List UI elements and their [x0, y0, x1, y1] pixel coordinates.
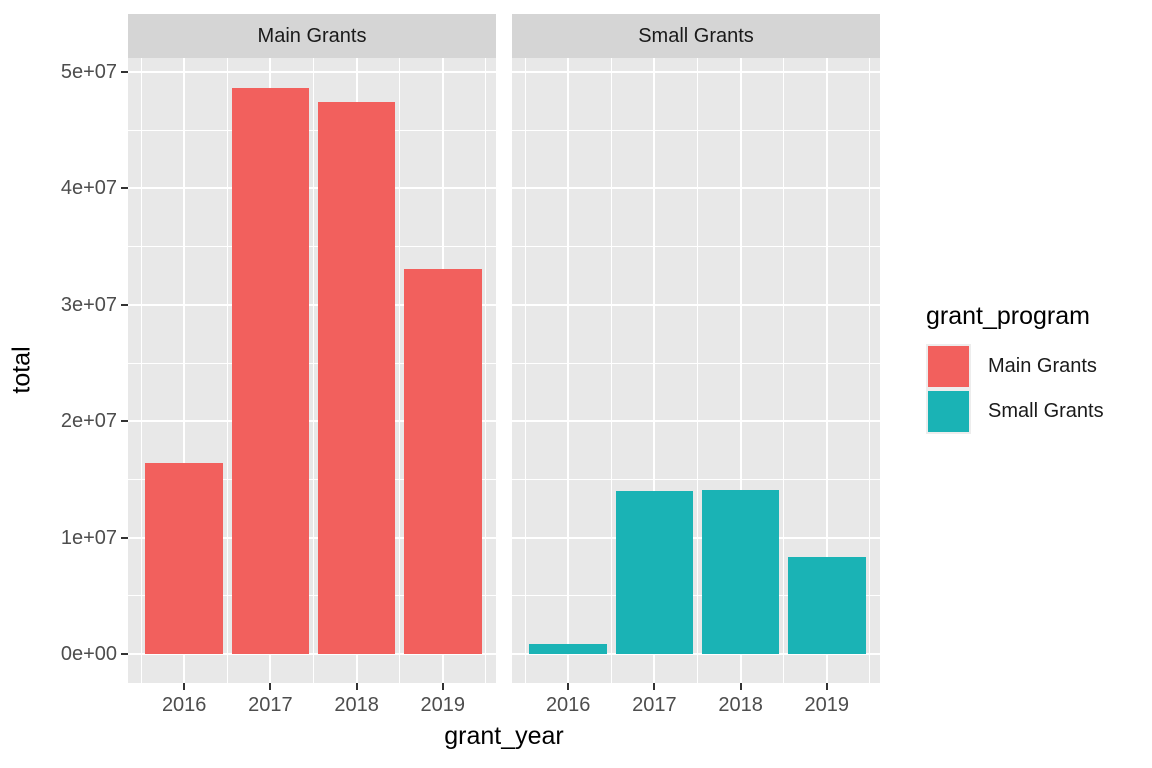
- grid-minor-h: [128, 478, 496, 480]
- facet-panel: [128, 58, 496, 683]
- grid-major-h: [128, 303, 496, 306]
- x-tick-label: 2019: [804, 694, 850, 716]
- grid-major-h: [512, 187, 880, 190]
- x-tick: [825, 683, 828, 690]
- grid-minor-v: [226, 58, 228, 683]
- facet-strip: Main Grants: [128, 14, 496, 58]
- facet-panel: [512, 58, 880, 683]
- grid-minor-v: [696, 58, 698, 683]
- x-tick: [567, 683, 570, 690]
- x-tick: [441, 683, 444, 690]
- legend-swatch: [928, 346, 969, 387]
- grid-minor-h: [512, 362, 880, 364]
- bar: [788, 557, 866, 654]
- grid-minor-h: [128, 129, 496, 131]
- grid-major-h: [512, 653, 880, 655]
- legend-item: Small Grants: [926, 389, 1104, 434]
- bar: [615, 491, 694, 654]
- grid-minor-v: [783, 58, 785, 683]
- x-tick-label: 2017: [632, 694, 677, 716]
- x-tick-label: 2016: [161, 694, 207, 716]
- facet-strip-label: Small Grants: [638, 24, 754, 47]
- y-tick-label: 2e+07: [60, 410, 117, 433]
- x-tick-label: 2016: [545, 694, 591, 716]
- legend-key: [926, 389, 971, 434]
- legend-key: [926, 344, 971, 389]
- grid-minor-v: [312, 58, 314, 683]
- grid-major-h: [512, 420, 880, 423]
- bar: [145, 463, 223, 654]
- grid-minor-v: [485, 58, 487, 683]
- legend-swatch: [928, 391, 969, 432]
- grid-major-v: [739, 58, 742, 683]
- x-tick: [739, 683, 742, 690]
- y-tick-label: 4e+07: [60, 177, 117, 200]
- grid-minor-v: [524, 58, 526, 683]
- legend-label: Main Grants: [988, 355, 1097, 377]
- y-axis-title: total: [7, 346, 36, 394]
- grid-major-h: [128, 536, 496, 539]
- x-tick-label: 2018: [718, 694, 763, 716]
- grid-major-v: [567, 58, 570, 683]
- x-tick: [183, 683, 186, 690]
- x-tick-label: 2017: [248, 694, 293, 716]
- y-tick-label: 5e+07: [60, 61, 117, 83]
- y-tick: [121, 303, 128, 306]
- grid-minor-h: [512, 595, 880, 597]
- legend-title: grant_program: [926, 302, 1090, 330]
- x-axis-title: grant_year: [444, 722, 564, 750]
- grid-major-v: [825, 58, 828, 683]
- grid-major-h: [512, 71, 880, 73]
- grid-major-v: [183, 58, 186, 683]
- grid-minor-v: [399, 58, 401, 683]
- bar: [317, 102, 396, 654]
- bar: [701, 489, 780, 654]
- grid-minor-v: [140, 58, 142, 683]
- x-tick-label: 2018: [334, 694, 379, 716]
- facet-strip: Small Grants: [512, 14, 880, 58]
- grid-minor-h: [128, 595, 496, 597]
- y-tick-label: 3e+07: [60, 293, 117, 316]
- legend-item: Main Grants: [926, 344, 1097, 389]
- grid-major-h: [512, 303, 880, 306]
- grid-major-h: [128, 71, 496, 73]
- grid-minor-h: [128, 362, 496, 364]
- bar: [529, 643, 607, 654]
- y-tick: [121, 420, 128, 423]
- y-tick-label: 0e+00: [60, 643, 117, 665]
- y-tick: [121, 71, 128, 73]
- y-tick: [121, 187, 128, 190]
- grid-major-v: [653, 58, 656, 683]
- x-tick: [355, 683, 358, 690]
- grid-major-h: [128, 653, 496, 655]
- grid-major-h: [512, 536, 880, 539]
- y-tick: [121, 536, 128, 539]
- grid-minor-h: [512, 478, 880, 480]
- grid-minor-h: [512, 246, 880, 248]
- bar: [404, 268, 482, 654]
- x-tick: [653, 683, 656, 690]
- grid-major-h: [128, 187, 496, 190]
- legend-label: Small Grants: [988, 400, 1104, 422]
- facet-strip-label: Main Grants: [257, 24, 367, 47]
- grid-major-h: [128, 420, 496, 423]
- bar: [231, 88, 310, 654]
- grid-minor-h: [128, 246, 496, 248]
- grid-minor-v: [869, 58, 871, 683]
- grid-minor-h: [512, 129, 880, 131]
- grid-minor-v: [610, 58, 612, 683]
- x-tick-label: 2019: [420, 694, 466, 716]
- y-tick: [121, 653, 128, 655]
- x-tick: [269, 683, 272, 690]
- y-tick-label: 1e+07: [60, 526, 117, 549]
